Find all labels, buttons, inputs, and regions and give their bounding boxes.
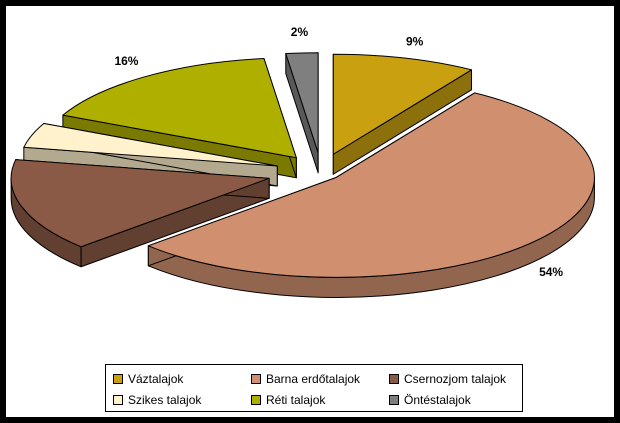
pie-chart: 9%54%15%4%16%2% — [10, 25, 595, 298]
data-label: 2% — [291, 25, 309, 39]
legend-label: Váztalajok — [128, 372, 184, 386]
pie-slice-top — [147, 92, 595, 278]
legend-label: Barna erdőtalajok — [266, 372, 361, 386]
legend-item: Barna erdőtalajok — [251, 372, 360, 386]
pie-slice-2 — [147, 92, 595, 298]
pie-slice-top — [332, 53, 473, 155]
pie-slice-3 — [10, 159, 270, 268]
legend-label: Csernozjom talajok — [404, 372, 507, 386]
legend-swatch — [251, 374, 261, 384]
legend-swatch — [251, 395, 261, 405]
pie-slice-top — [10, 159, 270, 248]
data-label: 9% — [406, 35, 424, 49]
pie-slice-top — [62, 58, 297, 159]
legend-label: Öntéstalajok — [404, 393, 471, 407]
legend-item: Szikes talajok — [113, 393, 201, 407]
legend-swatch — [113, 374, 123, 384]
pie-slice-6 — [285, 52, 319, 174]
legend-label: Réti talajok — [266, 393, 326, 407]
data-label: 16% — [114, 54, 138, 68]
legend-item: Réti talajok — [251, 393, 325, 407]
data-label: 54% — [539, 265, 563, 279]
pie-slice-top — [285, 52, 319, 154]
legend-swatch — [113, 395, 123, 405]
legend-swatch — [389, 395, 399, 405]
legend: Váztalajok Barna erdőtalajok Csernozjom ta… — [105, 364, 523, 412]
pie-slice-1 — [332, 53, 473, 175]
legend-swatch — [389, 374, 399, 384]
legend-item: Váztalajok — [113, 372, 183, 386]
legend-item: Öntéstalajok — [389, 393, 471, 407]
pie-slice-top — [23, 122, 278, 167]
legend-item: Csernozjom talajok — [389, 372, 506, 386]
legend-label: Szikes talajok — [128, 393, 202, 407]
